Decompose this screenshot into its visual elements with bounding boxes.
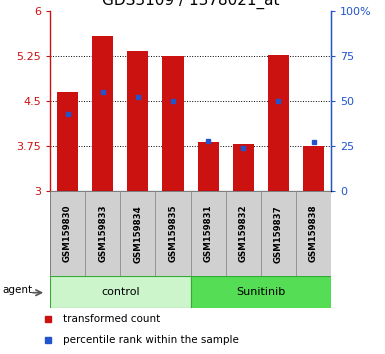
Bar bbox=[85, 191, 120, 276]
Bar bbox=[191, 191, 226, 276]
Text: GSM159831: GSM159831 bbox=[204, 205, 213, 262]
Text: GSM159832: GSM159832 bbox=[239, 205, 248, 262]
Bar bbox=[198, 142, 219, 191]
Bar bbox=[92, 36, 113, 191]
Text: GSM159834: GSM159834 bbox=[133, 205, 142, 263]
Text: GSM159833: GSM159833 bbox=[98, 205, 107, 262]
Bar bbox=[233, 144, 254, 191]
Text: control: control bbox=[101, 287, 140, 297]
Bar bbox=[296, 191, 331, 276]
Text: percentile rank within the sample: percentile rank within the sample bbox=[63, 335, 239, 345]
Bar bbox=[127, 51, 148, 191]
Bar bbox=[50, 276, 191, 308]
Bar bbox=[268, 55, 289, 191]
Bar bbox=[191, 276, 331, 308]
Text: transformed count: transformed count bbox=[63, 314, 160, 324]
Text: agent: agent bbox=[3, 285, 33, 296]
Bar bbox=[162, 56, 184, 191]
Bar bbox=[261, 191, 296, 276]
Title: GDS3109 / 1378021_at: GDS3109 / 1378021_at bbox=[102, 0, 280, 9]
Text: GSM159837: GSM159837 bbox=[274, 205, 283, 263]
Text: Sunitinib: Sunitinib bbox=[236, 287, 285, 297]
Bar bbox=[57, 92, 78, 191]
Text: GSM159830: GSM159830 bbox=[63, 205, 72, 262]
Text: GSM159835: GSM159835 bbox=[169, 205, 177, 262]
Bar bbox=[303, 146, 324, 191]
Bar bbox=[50, 191, 85, 276]
Text: GSM159838: GSM159838 bbox=[309, 205, 318, 262]
Bar bbox=[156, 191, 191, 276]
Bar bbox=[226, 191, 261, 276]
Bar bbox=[121, 191, 156, 276]
